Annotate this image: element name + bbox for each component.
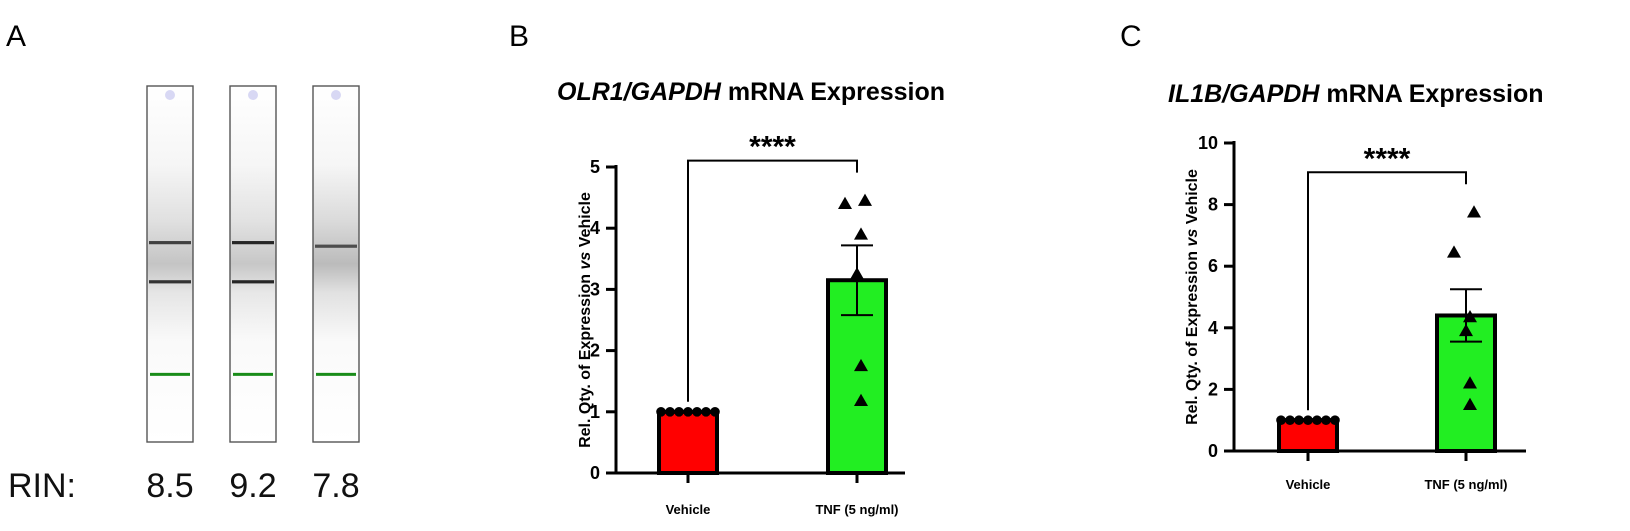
- y-tick-label: 6: [1208, 256, 1218, 276]
- rna-band-1: [315, 244, 357, 248]
- marker-band: [150, 372, 190, 376]
- rin-label: RIN:: [8, 467, 76, 505]
- rin-value: 7.8: [312, 467, 359, 505]
- y-tick-label: 0: [590, 463, 600, 483]
- category-label: Vehicle: [1286, 477, 1331, 492]
- gel-lane-1: [146, 85, 194, 443]
- y-tick-label: 1: [590, 402, 600, 422]
- lane-well: [248, 90, 258, 100]
- marker-band: [233, 372, 273, 376]
- data-point-vehicle: [683, 407, 693, 417]
- data-point-tnf: [1459, 323, 1473, 337]
- data-point-tnf: [1463, 310, 1477, 323]
- y-axis-label-part: vs: [577, 252, 594, 270]
- y-axis-label-part: Rel. Qty. of Expression: [577, 269, 594, 447]
- category-label: Vehicle: [666, 502, 711, 517]
- data-point-tnf: [1463, 376, 1477, 389]
- y-tick-label: 2: [1208, 379, 1218, 399]
- data-point-tnf: [854, 227, 868, 240]
- data-point-tnf: [838, 196, 852, 209]
- y-tick-label: 0: [1208, 441, 1218, 461]
- rin-value: 9.2: [229, 467, 276, 505]
- chart-title-rest: mRNA Expression: [721, 78, 945, 106]
- y-tick-label: 2: [590, 341, 600, 361]
- panel-letter-c: C: [1120, 20, 1142, 53]
- lane-frame: [229, 85, 277, 443]
- data-point-vehicle: [1303, 415, 1313, 426]
- lane-frame: [146, 85, 194, 443]
- gel-lane-2: [229, 85, 277, 443]
- data-point-tnf: [1447, 245, 1461, 258]
- rna-band-2: [149, 280, 191, 284]
- data-point-vehicle: [656, 407, 666, 417]
- chart-title-gene: IL1B/GAPDH: [1168, 80, 1320, 108]
- panel-letter-a: A: [6, 20, 26, 53]
- data-point-tnf: [850, 267, 864, 280]
- data-point-vehicle: [701, 407, 711, 417]
- significance-bracket: [1307, 171, 1467, 411]
- rin-value: 8.5: [146, 467, 193, 505]
- significance-stars: ****: [1364, 142, 1411, 175]
- data-point-tnf: [1467, 205, 1481, 218]
- y-tick-label: 4: [1208, 318, 1218, 338]
- panel-letter-b: B: [509, 20, 529, 53]
- data-point-vehicle: [674, 407, 684, 417]
- data-point-vehicle: [1321, 415, 1331, 426]
- y-axis-label-part: vs: [1184, 229, 1201, 247]
- lane-frame: [312, 85, 360, 443]
- y-tick-label: 5: [590, 157, 600, 177]
- panel-a-gel: A 8.5 9.2 7.8 RIN:: [6, 20, 360, 505]
- panel-b-chart: B OLR1/GAPDH mRNA Expression Rel. Qty. of …: [509, 20, 945, 517]
- y-axis-label: Rel. Qty. of Expression vs Vehicle: [1184, 169, 1201, 425]
- marker-band: [316, 372, 356, 376]
- category-label: TNF (5 ng/ml): [1424, 477, 1507, 492]
- data-point-vehicle: [1285, 415, 1295, 426]
- y-axis-label-part: Vehicle: [577, 192, 594, 252]
- data-point-vehicle: [692, 407, 702, 417]
- data-point-tnf: [1463, 397, 1477, 411]
- chart-title-rest: mRNA Expression: [1319, 80, 1543, 108]
- data-point-vehicle: [665, 407, 675, 417]
- rna-band-1: [232, 241, 274, 245]
- bar-1: [657, 409, 719, 475]
- rna-band-1: [149, 241, 191, 245]
- category-label: TNF (5 ng/ml): [815, 502, 898, 517]
- data-point-vehicle: [1330, 415, 1340, 426]
- significance-stars: ****: [749, 131, 796, 164]
- gel-lane-3: [312, 85, 360, 443]
- y-tick-label: 4: [590, 218, 600, 238]
- y-axis-label-part: Rel. Qty. of Expression: [1184, 246, 1201, 424]
- data-point-vehicle: [710, 407, 720, 417]
- chart-title: IL1B/GAPDH mRNA Expression: [1168, 80, 1544, 108]
- lane-well: [165, 90, 175, 100]
- y-axis-label-part: Vehicle: [1184, 169, 1201, 229]
- data-point-vehicle: [1312, 415, 1322, 426]
- data-point-tnf: [854, 358, 868, 372]
- rna-band-2: [232, 280, 274, 284]
- y-tick-label: 10: [1198, 133, 1218, 153]
- y-axis-label: Rel. Qty. of Expression vs Vehicle: [577, 192, 594, 448]
- significance-bracket: [687, 159, 858, 402]
- data-point-vehicle: [1276, 415, 1286, 426]
- data-point-vehicle: [1294, 415, 1304, 426]
- data-point-tnf: [854, 393, 868, 407]
- data-point-tnf: [858, 193, 872, 206]
- y-tick-label: 8: [1208, 195, 1218, 215]
- chart-title-gene: OLR1/GAPDH: [557, 78, 722, 106]
- y-tick-label: 3: [590, 279, 600, 299]
- chart-title: OLR1/GAPDH mRNA Expression: [557, 78, 945, 106]
- lane-well: [331, 90, 341, 100]
- panel-c-chart: C IL1B/GAPDH mRNA Expression Rel. Qty. of …: [1120, 20, 1544, 492]
